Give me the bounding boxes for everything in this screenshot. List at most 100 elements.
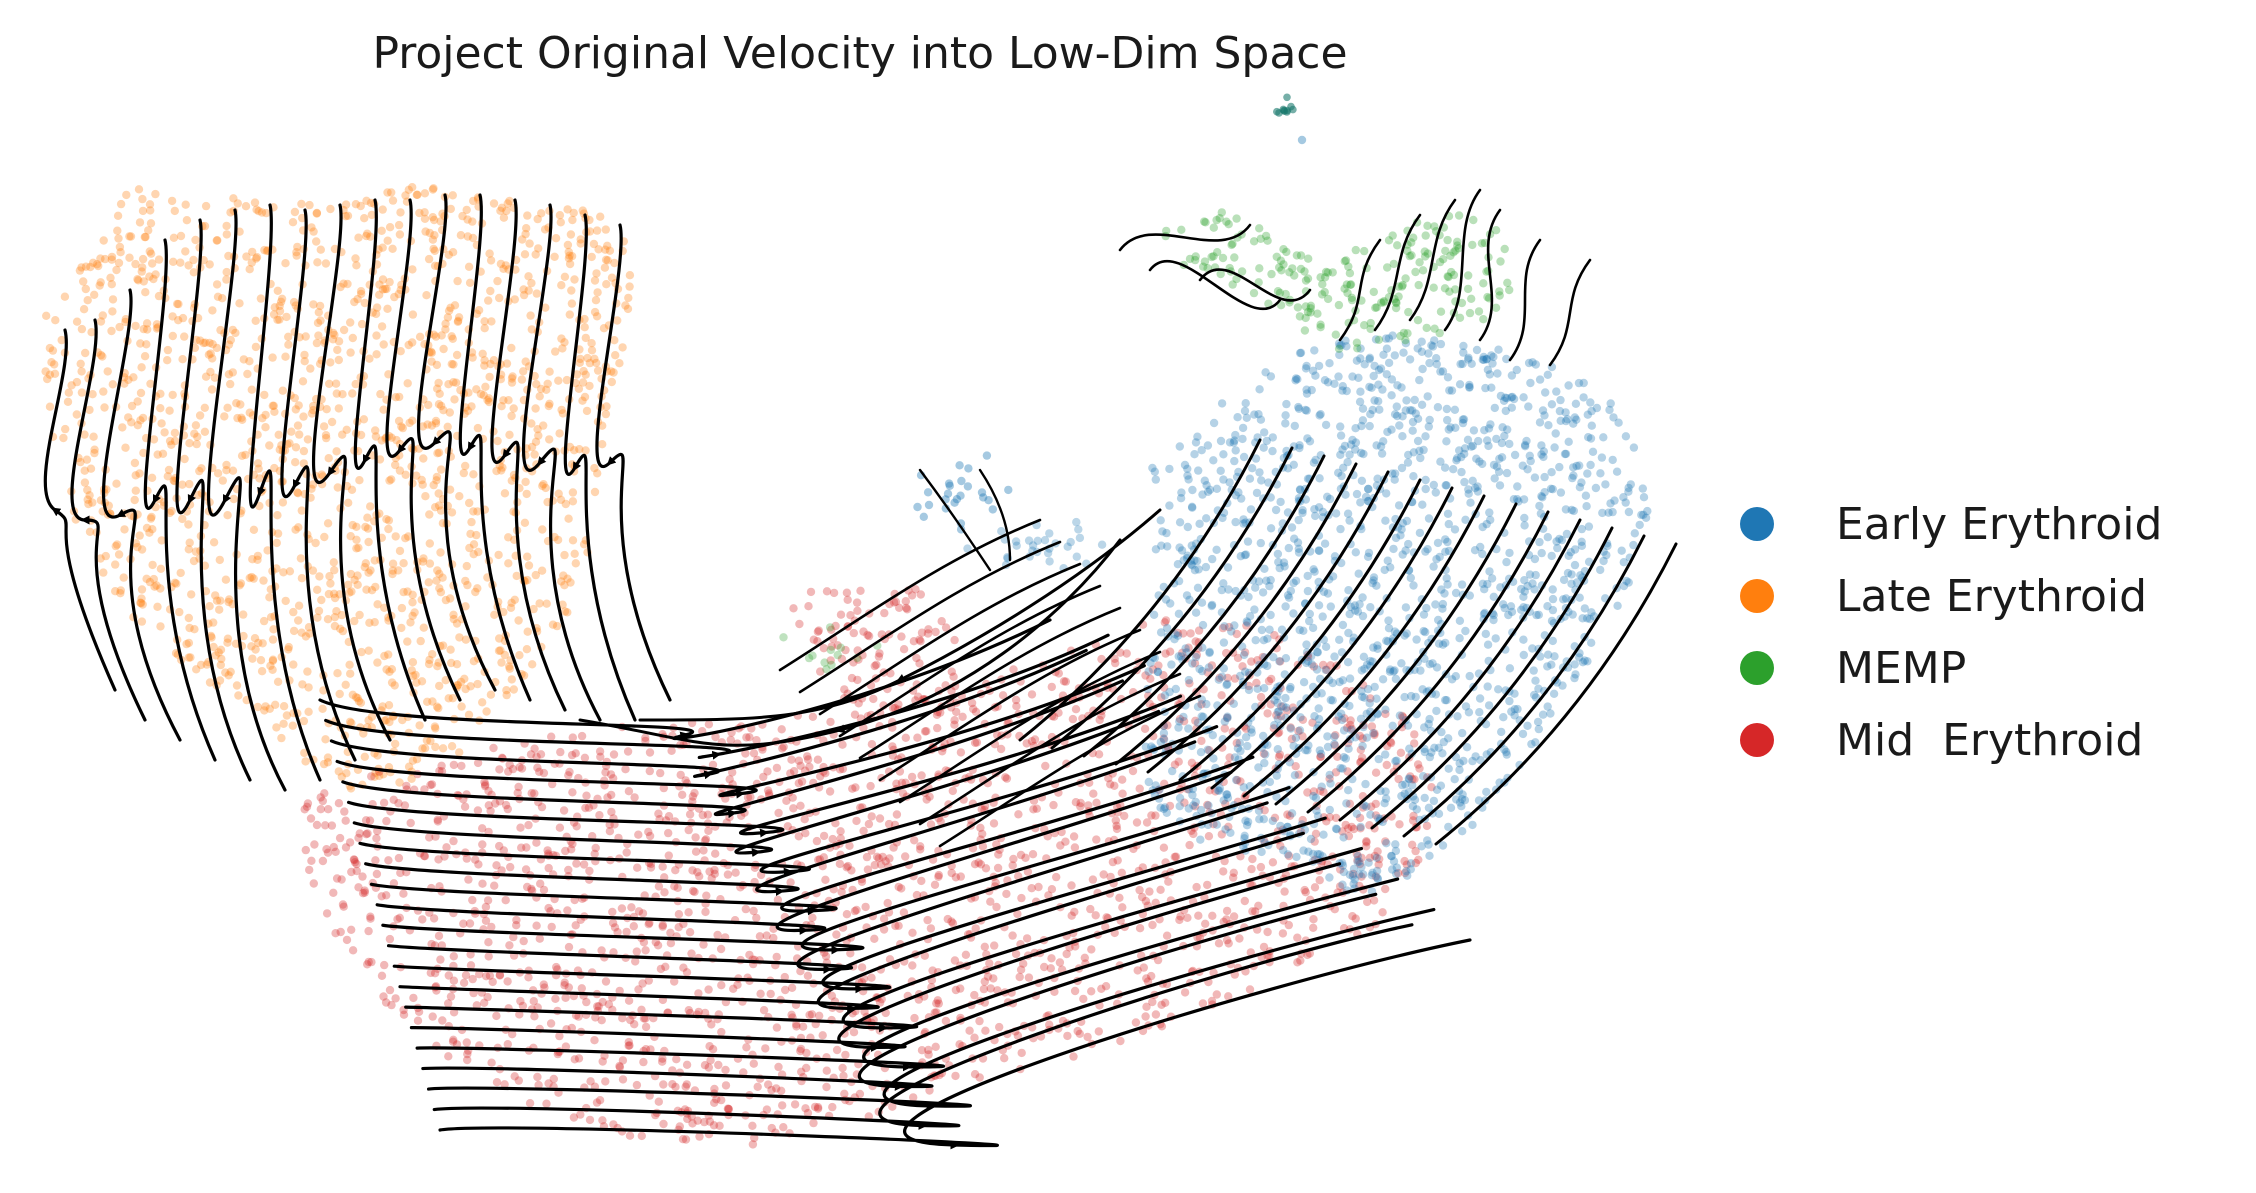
data-point [360, 888, 369, 897]
data-point [1467, 442, 1476, 451]
data-point [1629, 443, 1639, 452]
data-point [1319, 787, 1328, 797]
data-point [300, 748, 309, 758]
data-point [1281, 654, 1291, 663]
data-point [601, 245, 610, 254]
data-point [404, 762, 414, 771]
data-point [1596, 469, 1605, 478]
data-point [1372, 853, 1381, 862]
data-point [323, 758, 333, 767]
data-point [377, 971, 387, 980]
data-point [353, 571, 362, 580]
data-point [408, 658, 418, 667]
data-point [1259, 636, 1269, 645]
data-point [976, 823, 985, 832]
data-point [606, 770, 616, 779]
data-point [601, 977, 611, 986]
data-point [443, 313, 453, 322]
data-point [354, 696, 364, 706]
data-point [1455, 634, 1464, 643]
data-point [1112, 821, 1121, 830]
data-point [920, 727, 930, 736]
data-point [1146, 674, 1155, 683]
data-point [1340, 441, 1350, 451]
data-point [472, 1001, 481, 1010]
data-point [536, 384, 546, 394]
data-point [1406, 573, 1416, 583]
data-point [468, 974, 477, 984]
data-point [672, 1055, 681, 1064]
data-point [1326, 779, 1335, 788]
data-point [1212, 990, 1222, 999]
data-point [778, 744, 787, 753]
data-point [926, 924, 936, 933]
data-point [797, 1067, 806, 1077]
data-point [397, 422, 406, 431]
data-point [88, 390, 97, 399]
data-point [690, 788, 699, 798]
data-point [148, 259, 157, 268]
data-point [348, 333, 357, 343]
data-point [224, 671, 233, 680]
data-point [145, 247, 154, 256]
data-point [1240, 648, 1250, 657]
data-point [341, 680, 350, 689]
data-point [1533, 717, 1543, 727]
data-point [544, 863, 553, 873]
data-point [1294, 544, 1304, 553]
data-point [1308, 623, 1318, 633]
data-point [1298, 732, 1307, 741]
data-point [1261, 750, 1270, 759]
data-point [481, 780, 490, 789]
data-point [366, 198, 376, 208]
data-point [1052, 872, 1061, 882]
data-point [752, 736, 761, 745]
data-point [1068, 714, 1078, 724]
data-point [350, 616, 359, 626]
data-point [1047, 954, 1056, 963]
data-point [1311, 511, 1320, 521]
data-point [239, 631, 248, 641]
data-point [145, 200, 155, 209]
data-point [316, 805, 325, 814]
data-point [247, 572, 256, 582]
data-point [1456, 359, 1465, 369]
data-point [253, 702, 262, 712]
data-point [623, 747, 633, 756]
data-point [723, 1104, 733, 1113]
data-point [124, 375, 133, 384]
data-point [1308, 718, 1317, 727]
data-point [527, 419, 536, 428]
data-point [355, 829, 364, 838]
data-point [551, 234, 561, 243]
data-point [564, 254, 574, 263]
data-point [759, 772, 768, 782]
data-point [446, 303, 455, 312]
data-point [563, 205, 572, 214]
data-point [551, 994, 560, 1003]
data-point [212, 596, 222, 605]
data-point [529, 997, 538, 1006]
data-point [595, 747, 605, 756]
data-point [368, 308, 377, 317]
data-point [496, 646, 505, 655]
data-point [1397, 463, 1407, 473]
data-point [539, 480, 548, 489]
data-point [1397, 383, 1406, 392]
data-point [1487, 383, 1496, 392]
data-point [1303, 657, 1313, 666]
data-point [593, 1002, 602, 1011]
data-point [45, 343, 55, 353]
data-point [1381, 837, 1390, 846]
data-point [474, 547, 483, 557]
data-point [1412, 805, 1422, 814]
data-point [1220, 717, 1230, 726]
data-point [1526, 378, 1535, 388]
data-point [1166, 599, 1175, 608]
data-point [1323, 492, 1332, 501]
data-point [965, 1026, 974, 1035]
data-point [209, 618, 218, 627]
data-point [1287, 809, 1297, 818]
data-point [212, 280, 222, 289]
data-point [749, 906, 758, 916]
